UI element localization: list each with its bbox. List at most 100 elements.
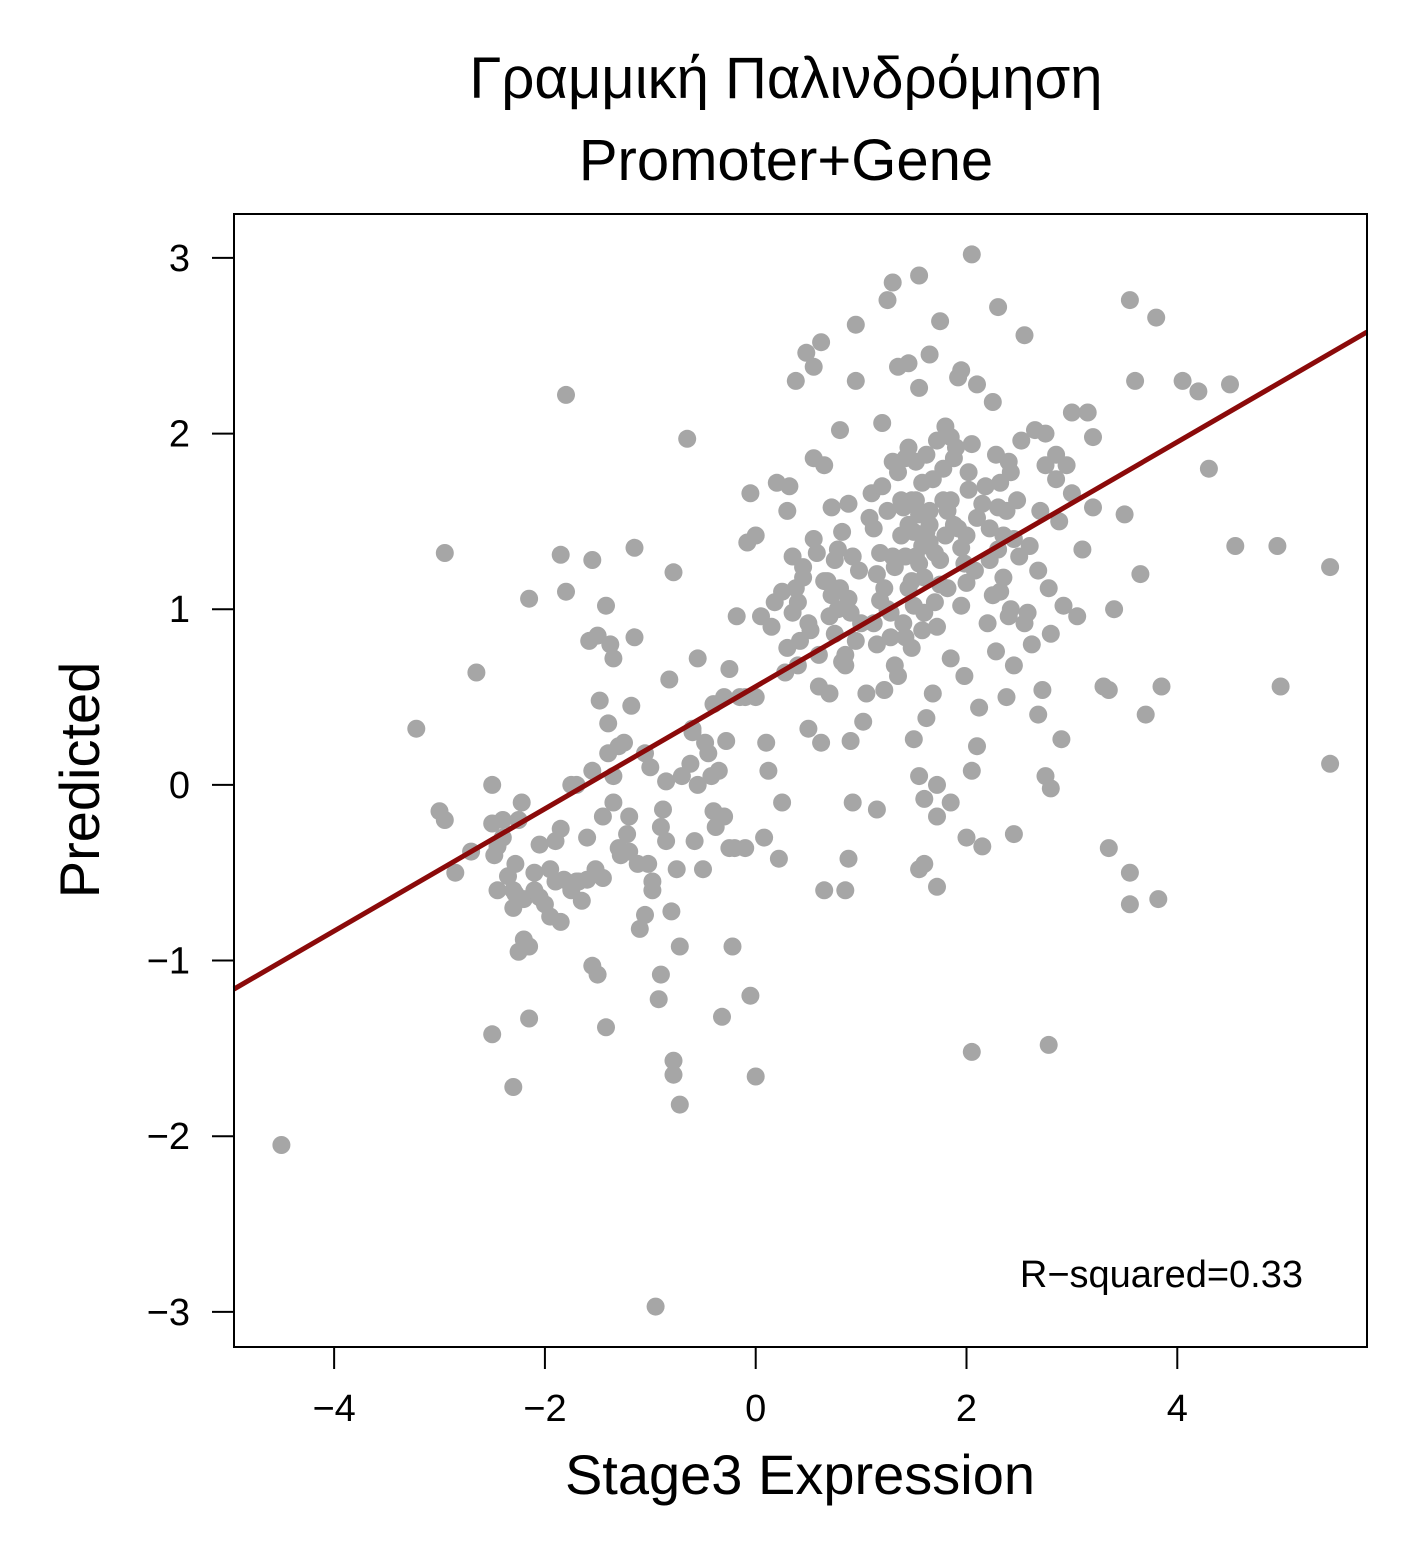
data-point-56 xyxy=(601,635,620,654)
data-point-197 xyxy=(959,463,978,482)
data-point-217 xyxy=(1012,431,1031,450)
data-point-83 xyxy=(664,1051,683,1070)
data-point-87 xyxy=(670,937,689,956)
data-point-190 xyxy=(941,649,960,668)
data-point-316 xyxy=(934,459,953,478)
data-point-339 xyxy=(913,621,932,640)
data-point-164 xyxy=(873,414,892,432)
data-point-314 xyxy=(928,431,946,450)
data-point-327 xyxy=(915,603,934,622)
data-point-351 xyxy=(867,635,886,654)
data-point-238 xyxy=(1084,498,1102,517)
data-point-224 xyxy=(1031,501,1050,520)
data-point-5 xyxy=(446,863,465,882)
data-point-387 xyxy=(620,842,639,861)
data-point-276 xyxy=(1047,445,1066,464)
data-point-194 xyxy=(952,596,971,615)
x-tick-label: 2 xyxy=(956,1388,977,1430)
data-point-33 xyxy=(551,912,570,931)
data-point-269 xyxy=(899,354,918,373)
data-point-246 xyxy=(1136,705,1155,724)
data-point-258 xyxy=(878,291,897,310)
data-point-336 xyxy=(904,522,923,541)
data-point-32 xyxy=(551,819,570,838)
data-point-274 xyxy=(1084,428,1102,447)
data-point-153 xyxy=(843,793,862,812)
data-point-141 xyxy=(812,733,831,752)
data-point-144 xyxy=(820,684,839,703)
data-point-117 xyxy=(746,526,765,545)
data-point-329 xyxy=(920,533,939,552)
data-point-363 xyxy=(831,579,849,598)
data-point-178 xyxy=(910,378,929,397)
data-point-81 xyxy=(660,670,679,689)
data-point-284 xyxy=(928,877,946,896)
data-point-158 xyxy=(857,684,876,703)
data-point-288 xyxy=(1039,1035,1058,1054)
data-point-354 xyxy=(875,579,894,598)
data-point-152 xyxy=(841,732,860,750)
data-point-90 xyxy=(678,429,697,448)
data-point-257 xyxy=(1321,754,1340,773)
x-tick-label: −2 xyxy=(523,1388,566,1430)
data-point-84 xyxy=(664,1065,683,1084)
data-point-1 xyxy=(407,719,426,738)
data-point-57 xyxy=(604,649,623,668)
data-point-74 xyxy=(643,872,662,891)
data-point-136 xyxy=(799,719,818,738)
data-point-20 xyxy=(512,793,531,812)
y-tick-label: 0 xyxy=(169,765,190,807)
data-point-372 xyxy=(783,547,802,566)
data-point-54 xyxy=(599,714,618,733)
data-point-333 xyxy=(896,628,915,647)
data-point-391 xyxy=(546,872,565,891)
data-point-106 xyxy=(723,937,742,956)
x-axis-title: Stage3 Expression xyxy=(565,1443,1035,1506)
data-point-52 xyxy=(597,596,615,615)
data-point-353 xyxy=(873,477,892,496)
data-point-51 xyxy=(593,869,612,887)
y-tick-label: 1 xyxy=(169,589,190,631)
data-point-225 xyxy=(1033,681,1052,699)
data-point-278 xyxy=(915,789,934,808)
data-point-241 xyxy=(1105,600,1124,619)
data-point-228 xyxy=(1041,624,1060,643)
data-point-24 xyxy=(520,937,539,956)
data-point-120 xyxy=(757,733,776,752)
y-tick-label: −1 xyxy=(147,941,190,983)
data-point-125 xyxy=(769,849,788,868)
data-point-44 xyxy=(583,551,602,569)
data-point-167 xyxy=(881,628,900,647)
data-point-341 xyxy=(983,586,1002,605)
data-point-259 xyxy=(883,273,902,292)
data-point-338 xyxy=(910,505,929,524)
data-point-227 xyxy=(1039,579,1058,598)
data-point-71 xyxy=(636,905,654,924)
data-point-231 xyxy=(1052,730,1071,749)
data-point-97 xyxy=(699,744,718,763)
data-point-291 xyxy=(1120,895,1139,914)
data-point-181 xyxy=(917,709,936,728)
data-point-360 xyxy=(822,498,841,517)
y-tick-label: 3 xyxy=(169,238,190,280)
data-point-345 xyxy=(994,568,1013,587)
regression-line xyxy=(232,329,1369,992)
data-point-230 xyxy=(1050,512,1069,531)
data-point-214 xyxy=(1004,656,1023,675)
data-point-334 xyxy=(899,438,918,457)
data-point-283 xyxy=(1004,825,1023,844)
data-point-49 xyxy=(590,691,609,710)
data-point-370 xyxy=(773,582,792,601)
data-point-114 xyxy=(741,484,760,503)
data-point-282 xyxy=(973,837,992,856)
data-point-296 xyxy=(867,800,886,819)
data-point-198 xyxy=(962,761,981,780)
data-point-357 xyxy=(883,452,902,471)
data-point-102 xyxy=(713,1007,731,1026)
data-point-319 xyxy=(941,428,960,447)
data-point-359 xyxy=(889,667,907,685)
data-point-103 xyxy=(715,807,734,826)
data-point-237 xyxy=(1078,403,1097,422)
data-point-395 xyxy=(506,854,525,873)
data-point-365 xyxy=(836,645,855,664)
